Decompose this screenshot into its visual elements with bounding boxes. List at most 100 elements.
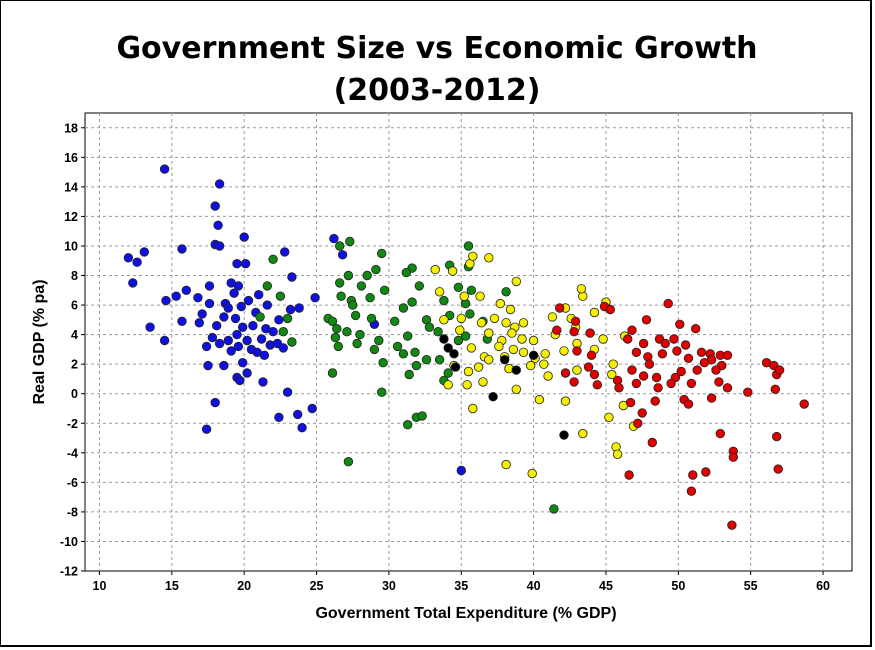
data-point-series-1 xyxy=(377,248,387,259)
data-point-series-3 xyxy=(714,377,724,387)
data-point-series-0 xyxy=(207,332,218,343)
data-point-series-2 xyxy=(608,359,618,369)
data-point-series-3 xyxy=(592,380,603,390)
data-point-series-0 xyxy=(177,316,187,327)
data-point-series-2 xyxy=(468,403,478,414)
data-point-series-2 xyxy=(495,298,506,309)
data-point-series-2 xyxy=(478,377,488,387)
data-point-series-2 xyxy=(518,318,529,328)
data-point-series-3 xyxy=(627,325,637,335)
data-point-series-0 xyxy=(213,220,223,231)
data-point-series-0 xyxy=(197,309,207,319)
data-point-series-0 xyxy=(254,290,264,300)
data-point-series-1 xyxy=(369,344,380,355)
data-point-series-3 xyxy=(638,338,649,349)
data-point-series-0 xyxy=(201,424,212,434)
data-point-series-0 xyxy=(219,312,229,322)
data-point-series-3 xyxy=(569,327,579,337)
y-tick-label: 0 xyxy=(71,387,78,401)
data-point-series-2 xyxy=(484,328,494,338)
data-point-series-3 xyxy=(699,358,710,368)
data-point-series-1 xyxy=(465,309,475,319)
x-axis-label: Government Total Expenditure (% GDP) xyxy=(315,605,616,622)
data-point-series-1 xyxy=(411,360,422,371)
data-point-series-1 xyxy=(345,236,355,247)
data-point-series-3 xyxy=(743,387,753,397)
data-point-series-3 xyxy=(799,399,809,409)
data-point-series-0 xyxy=(194,318,205,328)
data-point-series-1 xyxy=(374,335,384,346)
data-point-series-1 xyxy=(401,267,412,278)
data-point-series-3 xyxy=(727,520,737,530)
data-point-series-0 xyxy=(282,387,293,397)
data-point-series-0 xyxy=(239,232,249,242)
data-point-series-3 xyxy=(570,316,581,327)
data-point-series-0 xyxy=(237,358,248,368)
data-point-series-1 xyxy=(255,312,265,322)
data-point-series-1 xyxy=(392,341,403,352)
data-point-series-2 xyxy=(459,291,469,301)
chart-title-line-1: Government Size vs Economic Growth xyxy=(116,31,757,66)
data-point-series-3 xyxy=(701,467,711,477)
data-point-series-0 xyxy=(293,409,303,420)
data-point-series-3 xyxy=(625,397,636,408)
data-point-series-2 xyxy=(517,334,527,344)
data-point-series-1 xyxy=(443,368,453,378)
data-point-series-0 xyxy=(226,278,236,288)
data-point-series-0 xyxy=(256,334,267,344)
y-tick-label: 14 xyxy=(64,180,78,194)
data-point-series-4 xyxy=(559,430,569,440)
data-points xyxy=(123,164,809,530)
data-point-series-0 xyxy=(262,300,273,310)
data-point-series-1 xyxy=(410,347,420,358)
data-point-series-0 xyxy=(294,303,304,313)
data-point-series-2 xyxy=(501,459,511,470)
data-point-series-1 xyxy=(434,355,445,365)
x-tick-label: 30 xyxy=(382,579,396,593)
data-point-series-1 xyxy=(287,337,297,347)
data-point-series-0 xyxy=(235,375,245,386)
data-point-series-0 xyxy=(242,335,252,346)
data-point-series-1 xyxy=(453,335,464,346)
data-point-series-3 xyxy=(683,353,694,364)
axis-ticks: 10 15 20 25 30 35 40 45 50 55 60 -12 -10 -8 -6 -4 -2 0 2 4 6… xyxy=(60,121,830,593)
data-point-series-1 xyxy=(355,329,365,340)
data-point-series-0 xyxy=(280,247,290,257)
data-point-series-2 xyxy=(443,380,453,390)
data-point-series-3 xyxy=(706,393,717,403)
data-point-series-1 xyxy=(278,327,289,337)
y-tick-label: 10 xyxy=(64,239,78,253)
data-point-series-3 xyxy=(631,347,642,358)
data-point-series-0 xyxy=(329,233,339,244)
data-point-series-1 xyxy=(421,355,432,365)
data-point-series-3 xyxy=(653,383,663,393)
y-tick-label: -12 xyxy=(60,565,78,579)
data-point-series-0 xyxy=(274,315,284,325)
data-point-series-3 xyxy=(644,359,655,369)
data-point-series-3 xyxy=(728,452,739,462)
x-tick-label: 25 xyxy=(310,579,324,593)
data-point-series-0 xyxy=(211,321,222,331)
data-point-series-2 xyxy=(430,264,440,275)
data-point-series-0 xyxy=(214,338,225,349)
data-point-series-3 xyxy=(774,365,785,375)
data-point-series-0 xyxy=(204,281,215,291)
data-point-series-2 xyxy=(494,341,504,352)
data-point-series-3 xyxy=(686,486,697,496)
data-point-series-2 xyxy=(540,349,550,359)
data-point-series-3 xyxy=(660,338,671,349)
data-point-series-0 xyxy=(285,304,296,315)
data-point-series-0 xyxy=(171,291,181,301)
data-point-series-1 xyxy=(332,324,342,334)
data-point-series-1 xyxy=(327,368,338,378)
data-point-series-0 xyxy=(233,341,244,352)
data-point-series-1 xyxy=(366,313,377,324)
y-tick-label: 8 xyxy=(71,269,78,283)
data-point-series-1 xyxy=(282,313,293,324)
data-point-series-0 xyxy=(226,346,236,356)
data-point-series-0 xyxy=(128,278,138,288)
data-point-series-1 xyxy=(460,331,471,341)
data-point-series-0 xyxy=(258,377,268,387)
data-point-series-3 xyxy=(589,369,600,380)
